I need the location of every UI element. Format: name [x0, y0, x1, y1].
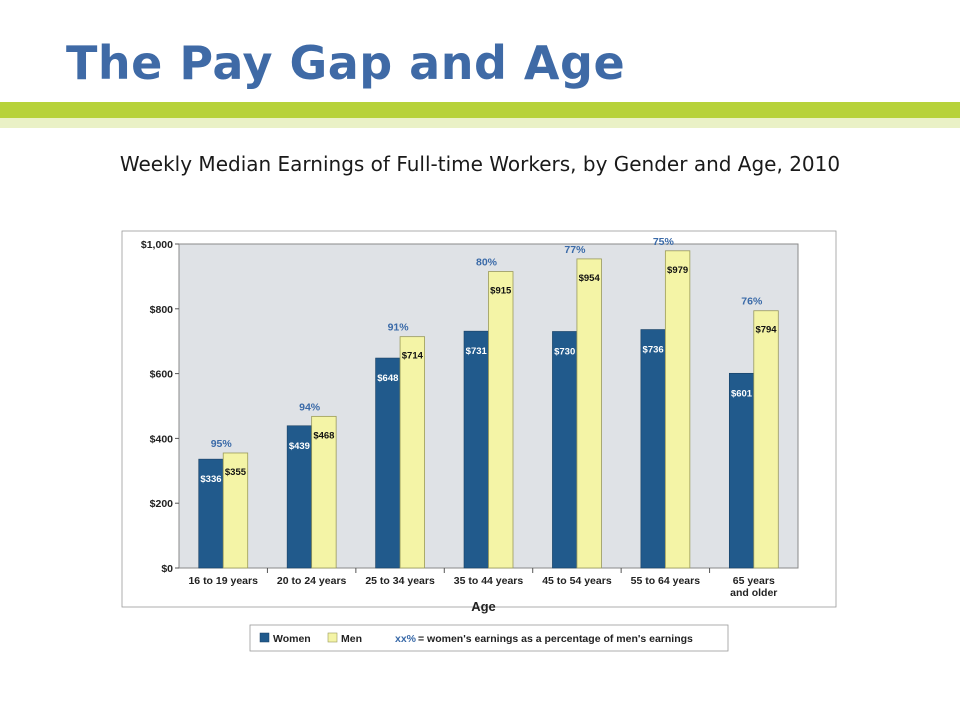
x-category-label: 65 years: [733, 575, 775, 587]
x-category-label: 16 to 19 years: [188, 575, 258, 587]
ratio-label: 91%: [388, 322, 410, 334]
x-category-label: 25 to 34 years: [365, 575, 435, 587]
x-category-label: 20 to 24 years: [277, 575, 347, 587]
x-category-label: 55 to 64 years: [631, 575, 701, 587]
x-category-label: and older: [730, 587, 777, 599]
y-tick-label: $200: [150, 498, 174, 510]
y-tick-label: $400: [150, 433, 174, 445]
ratio-label: 75%: [653, 236, 675, 248]
bar-men: [753, 310, 779, 569]
data-label-men: $468: [313, 430, 334, 441]
earnings-chart: $0 $200 $400 $600 $800 $1,000 $336 $355 95% 16 to…: [120, 225, 840, 660]
bar-men: [399, 336, 425, 569]
bar-women: [640, 329, 666, 569]
ratio-label: 95%: [211, 438, 233, 450]
legend-swatch-men: [327, 632, 338, 643]
ratio-label: 77%: [564, 244, 586, 256]
ratio-label: 76%: [741, 296, 763, 308]
slide-title: The Pay Gap and Age: [66, 36, 626, 90]
bar-women: [375, 357, 401, 569]
y-tick-label: $800: [150, 304, 174, 316]
legend-note-key: xx%: [395, 633, 417, 645]
x-category-label: 45 to 54 years: [542, 575, 612, 587]
bar-men: [222, 452, 249, 569]
data-label-men: $794: [755, 325, 777, 336]
data-label-women: $736: [643, 345, 664, 356]
data-label-women: $730: [554, 346, 575, 357]
data-label-men: $714: [402, 351, 424, 362]
ratio-label: 80%: [476, 257, 498, 269]
data-label-women: $336: [200, 474, 221, 485]
data-label-women: $601: [731, 388, 753, 399]
bar-women: [552, 331, 578, 569]
data-label-men: $355: [225, 467, 247, 478]
data-label-men: $979: [667, 265, 688, 276]
data-label-men: $954: [579, 273, 601, 284]
bar-women: [728, 372, 755, 569]
bar-men: [664, 250, 691, 569]
bar-men: [488, 271, 514, 569]
legend-swatch-women: [259, 632, 270, 643]
y-tick-label: $1,000: [141, 239, 173, 251]
chart-subtitle: Weekly Median Earnings of Full-time Work…: [119, 152, 841, 176]
bar-men: [311, 415, 337, 569]
bar-women: [463, 330, 489, 569]
y-tick-label: $0: [161, 563, 173, 575]
legend-label-women: Women: [273, 633, 311, 645]
data-label-men: $915: [490, 286, 512, 297]
x-category-label: 35 to 44 years: [454, 575, 524, 587]
y-tick-label: $600: [150, 369, 174, 381]
bar-men: [576, 258, 602, 569]
ratio-label: 94%: [299, 401, 321, 413]
title-divider-band: [0, 102, 960, 118]
data-label-women: $648: [377, 373, 398, 384]
legend-label-men: Men: [341, 633, 362, 645]
x-axis-title: Age: [471, 599, 496, 614]
bar-women: [286, 425, 312, 569]
legend-note-text: = women's earnings as a percentage of me…: [418, 633, 693, 645]
data-label-women: $439: [289, 441, 310, 452]
title-divider-band-light: [0, 118, 960, 128]
data-label-women: $731: [466, 346, 488, 357]
bar-chart-svg: $0 $200 $400 $600 $800 $1,000 $336 $355 95% 16 to…: [121, 230, 837, 652]
